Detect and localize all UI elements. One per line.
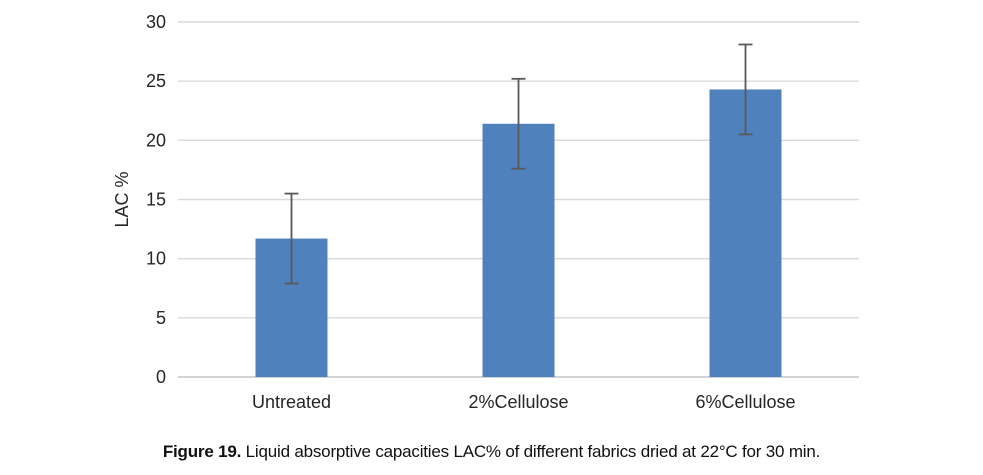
y-axis-title: LAC % <box>112 171 132 227</box>
y-tick-label: 30 <box>146 12 166 32</box>
y-tick-label: 20 <box>146 130 166 150</box>
figure-caption-text: Liquid absorptive capacities LAC% of dif… <box>241 442 821 461</box>
y-tick-label: 5 <box>156 308 166 328</box>
y-tick-label: 0 <box>156 367 166 387</box>
y-tick-label: 25 <box>146 71 166 91</box>
bar-chart-svg: 0 5 10 15 20 25 30 LAC % Untreated 2%Cellulose 6%C… <box>112 12 859 412</box>
figure-caption-number: Figure 19. <box>162 442 242 461</box>
bar-6%Cellulose <box>709 89 782 377</box>
figure-caption: Figure 19. Liquid absorptive capacities … <box>0 442 983 462</box>
x-category-label: 2%Cellulose <box>468 392 568 412</box>
y-tick-label: 15 <box>146 190 166 210</box>
x-category-label: Untreated <box>252 392 331 412</box>
y-tick-label: 10 <box>146 249 166 269</box>
x-category-label: 6%Cellulose <box>695 392 795 412</box>
